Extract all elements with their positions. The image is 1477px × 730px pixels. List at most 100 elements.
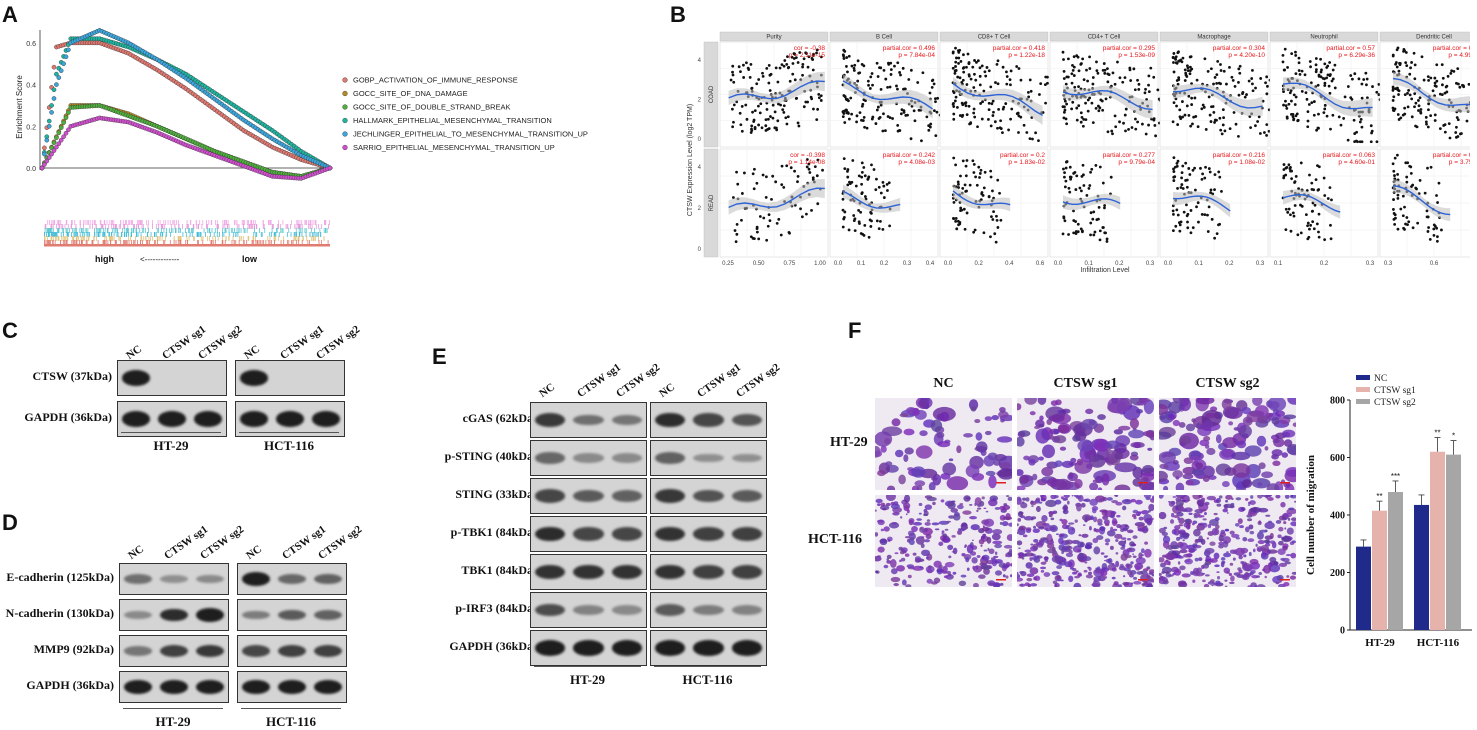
protein-band [314, 645, 342, 657]
b-x-tick: 0.50 [753, 261, 765, 267]
stained-cell [981, 536, 985, 539]
stained-cell [1052, 571, 1060, 575]
stained-cell [1215, 581, 1220, 585]
stained-cell [1186, 553, 1193, 556]
rug-tick [131, 220, 132, 225]
scatter-point [1455, 126, 1458, 129]
scatter-point [768, 64, 771, 67]
b-x-tick: 0.6 [1036, 261, 1045, 267]
rug-tick [147, 232, 148, 237]
scatter-point [1254, 124, 1257, 127]
blot-membrane [650, 478, 767, 514]
scatter-point [1138, 83, 1141, 86]
correlation-stat: p = 6.29e-36 [1338, 52, 1375, 59]
scatter-point [812, 176, 815, 179]
stained-cell [915, 556, 921, 561]
rug-tick [313, 236, 314, 241]
scatter-point [1072, 69, 1075, 72]
stained-cell [932, 502, 936, 505]
scatter-point [1265, 92, 1268, 95]
b-x-tick: 0.1 [857, 261, 866, 267]
stained-cell [1217, 504, 1222, 507]
stained-cell [1275, 495, 1280, 499]
scatter-point [979, 172, 982, 175]
facet-title: CD4+ T Cell [1088, 35, 1121, 41]
scatter-point [1220, 69, 1223, 72]
scatter-point [954, 47, 957, 50]
scatter-point [1147, 75, 1150, 78]
stained-cell [1221, 562, 1225, 567]
scatter-point [1315, 70, 1318, 73]
scatter-point [890, 73, 893, 76]
scatter-point [1218, 82, 1221, 85]
stained-cell [902, 549, 905, 552]
scatter-point [903, 109, 906, 112]
stained-cell [1182, 573, 1191, 577]
scatter-point [1329, 92, 1332, 95]
scatter-point [965, 66, 968, 69]
rug-tick [295, 236, 296, 241]
scatter-point [735, 240, 738, 243]
scatter-point [1263, 131, 1266, 134]
stained-cell [926, 534, 932, 539]
scatter-point [990, 176, 993, 179]
scatter-point [1213, 188, 1216, 191]
scatter-point [1208, 96, 1211, 99]
stained-cell [1179, 524, 1184, 526]
scatter-point [861, 233, 864, 236]
rug-tick [200, 232, 201, 237]
stained-cell [1040, 537, 1047, 540]
scatter-point [920, 139, 923, 142]
scatter-point [751, 87, 754, 90]
stained-cell [1116, 515, 1120, 518]
stained-cell [949, 458, 953, 461]
scatter-point [1145, 133, 1148, 136]
legend-swatch [343, 132, 348, 137]
protein-band [693, 565, 723, 579]
scatter-point [1082, 125, 1085, 128]
scatter-point [1294, 103, 1297, 106]
scatter-point [730, 79, 733, 82]
stained-cell [1085, 544, 1091, 550]
stained-cell [1058, 425, 1069, 433]
scatter-point [1317, 189, 1320, 192]
stained-cell [1221, 557, 1226, 561]
stained-cell [1054, 435, 1066, 443]
scatter-point [1073, 86, 1076, 89]
scatter-point [767, 82, 770, 85]
scatter-point [1361, 126, 1364, 129]
stained-cell [1023, 456, 1030, 461]
scatter-point [1215, 82, 1218, 85]
stained-cell [1035, 499, 1040, 504]
scatter-point [1225, 83, 1228, 86]
stained-cell [1159, 464, 1168, 469]
scatter-point [1283, 69, 1286, 72]
blot-membrane [235, 360, 345, 396]
scatter-point [1208, 167, 1211, 170]
scatter-point [1009, 118, 1012, 121]
scatter-point [1427, 230, 1430, 233]
stained-cell [1287, 527, 1294, 534]
scatter-point [1194, 189, 1197, 192]
rug-tick [183, 232, 184, 237]
rug-tick [267, 236, 268, 241]
scatter-point [746, 118, 749, 121]
stained-cell [1243, 554, 1246, 557]
stained-cell [1207, 496, 1216, 500]
scatter-point [1307, 236, 1310, 239]
b-x-axis-label: Infiltration Level [1080, 267, 1129, 274]
stained-cell [988, 475, 996, 488]
scatter-point [1064, 100, 1067, 103]
correlation-stat: cor = -0.38 [794, 45, 826, 52]
scatter-point [976, 184, 979, 187]
scatter-point [742, 64, 745, 67]
scatter-point [1088, 55, 1091, 58]
stained-cell [906, 513, 908, 515]
rug-tick [96, 224, 97, 229]
scatter-point [1154, 134, 1157, 137]
rank-axis: high <------------- low [95, 254, 258, 264]
scatter-point [1076, 119, 1079, 122]
scatter-point [995, 241, 998, 244]
scatter-point [952, 67, 955, 70]
scatter-point [1434, 225, 1437, 228]
